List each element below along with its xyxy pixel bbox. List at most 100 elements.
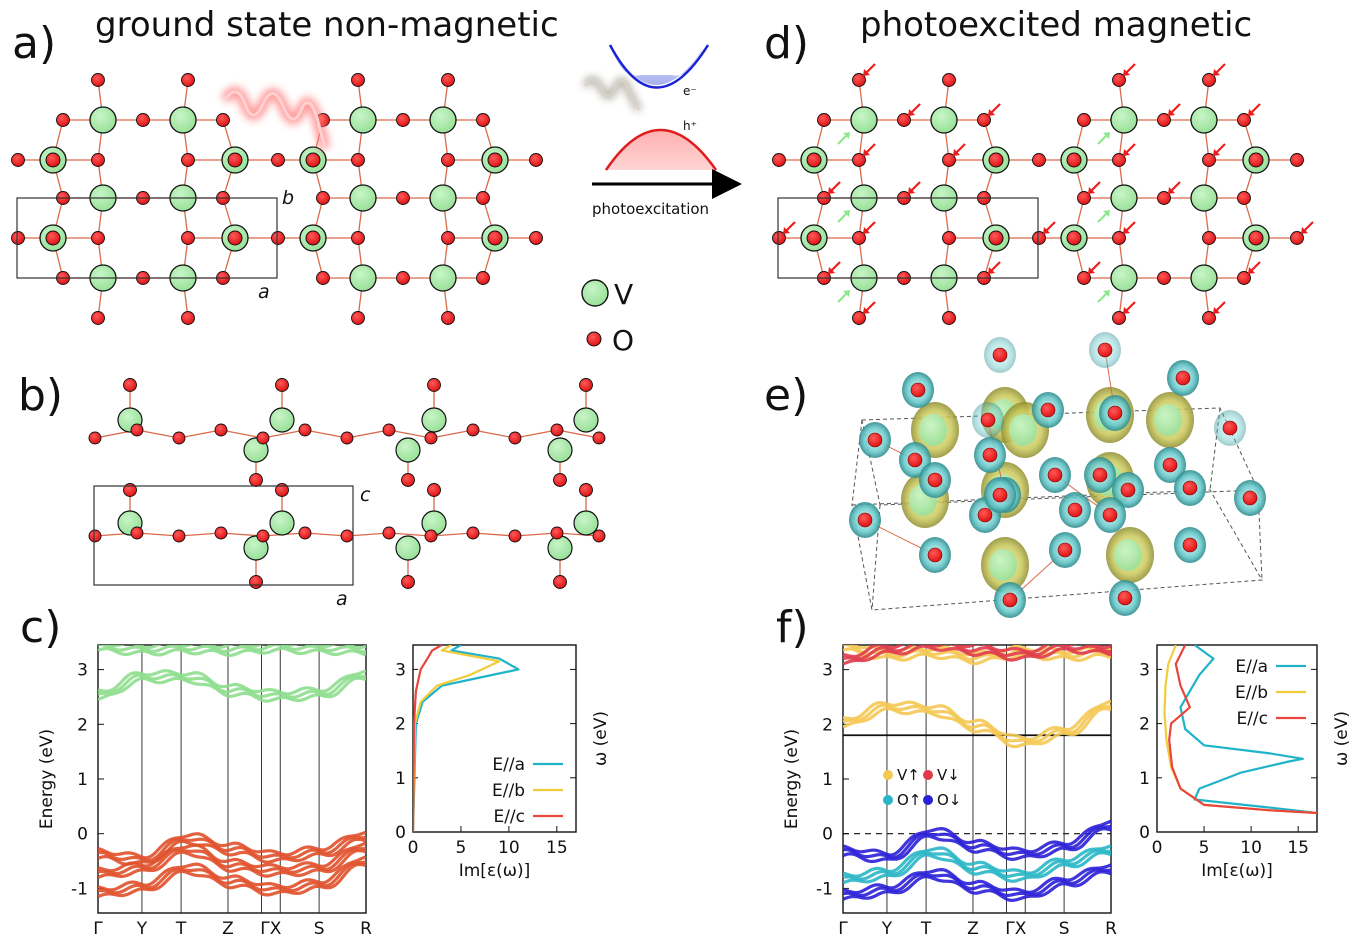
x-tick-label: 0 [1152, 838, 1163, 858]
electron-label: e⁻ [683, 84, 697, 98]
y-tick-label: 3 [1139, 660, 1150, 680]
y-tick-label: 1 [822, 770, 833, 790]
spin-legend-label: O↑ [897, 791, 921, 809]
y-tick-label: 0 [395, 823, 406, 843]
y-tick-label: 0 [1139, 823, 1150, 843]
x-tick-label: 0 [408, 838, 419, 858]
panel-f-letter: f) [776, 602, 809, 653]
band-line [98, 672, 366, 699]
k-point-label: Γ [838, 919, 848, 939]
band-line [843, 819, 1111, 857]
panel-b-lattice-c: c [360, 484, 371, 506]
panel-e-letter: e) [764, 370, 808, 421]
optics-x-axis-label: Im[ε(ω)] [459, 861, 531, 881]
k-point-label: Z [967, 919, 979, 939]
band-line [105, 645, 366, 650]
spectrum-line [413, 645, 501, 832]
band-line [98, 669, 366, 696]
spectrum-line [413, 645, 443, 832]
band-line [843, 647, 1111, 666]
spin-legend-icon [883, 795, 893, 805]
panel-c-band-structure: Γ Y T Z ΓX S R -1 0 1 2 3 Energy (eV) [37, 644, 372, 939]
band-line [98, 855, 366, 892]
optics-x-axis-label: Im[ε(ω)] [1201, 861, 1273, 881]
panel-a-title: ground state non-magnetic [95, 5, 559, 45]
band-line [843, 868, 1111, 898]
x-tick-label: 5 [1199, 838, 1210, 858]
band-line [843, 703, 1111, 744]
spin-legend-icon [923, 770, 933, 780]
spin-legend-icon [923, 795, 933, 805]
x-tick-label: 5 [456, 838, 467, 858]
panel-c-optical-spectrum: 0 5 10 15 0 1 2 3 Im[ε(ω)] ω (eV) E//a E//b E//c [395, 644, 611, 881]
k-point-label: R [360, 919, 372, 939]
panel-d-title: photoexcited magnetic [860, 5, 1252, 45]
atom-legend: V O [581, 278, 634, 357]
spin-legend-label: V↑ [897, 766, 920, 784]
k-point-label: ΓX [1005, 919, 1026, 939]
band-line [843, 844, 1111, 878]
panel-d-unit-cell [777, 197, 1039, 279]
band-line [843, 645, 1111, 659]
panel-d-lattice [772, 63, 1314, 325]
band-line [843, 849, 1111, 881]
k-point-label: Y [881, 919, 893, 939]
band-line [843, 645, 1111, 662]
y-tick-label: 1 [395, 769, 406, 789]
k-point-label: R [1105, 919, 1117, 939]
band-line [843, 645, 1111, 666]
panel-b-lattice [88, 378, 606, 589]
y-tick-label: 3 [395, 660, 406, 680]
panel-b-letter: b) [18, 370, 63, 421]
band-line [843, 870, 1111, 903]
spin-legend-icon [883, 770, 893, 780]
panel-d-letter: d) [764, 18, 809, 69]
photoexcitation-scheme: e⁻ h⁺ photoexcitation [581, 44, 742, 218]
panel-a-letter: a) [12, 18, 56, 69]
y-tick-label: 1 [1139, 769, 1150, 789]
y-tick-label: 2 [1139, 715, 1150, 735]
x-tick-label: 15 [1287, 838, 1309, 858]
energy-axis-label: Energy (eV) [37, 729, 57, 829]
y-tick-label: 0 [77, 825, 88, 845]
band-line [843, 645, 1111, 661]
y-tick-label: 0 [822, 825, 833, 845]
spectrum-legend-label: E//a [492, 755, 525, 775]
band-line [843, 851, 1111, 885]
panel-f-optical-spectrum: 0 5 10 15 0 1 2 3 Im[ε(ω)] ω (eV) E//a E//b E//c [1139, 644, 1352, 881]
photoexcitation-label: photoexcitation [592, 200, 709, 218]
y-tick-label: -1 [71, 879, 88, 899]
spectrum-legend-label: E//c [493, 807, 525, 827]
band-line [98, 676, 366, 703]
legend-o-label: O [612, 324, 634, 357]
y-tick-label: -1 [816, 879, 833, 899]
band-line [98, 862, 366, 899]
band-line [98, 848, 366, 879]
y-tick-label: 2 [77, 715, 88, 735]
x-tick-label: 10 [1240, 838, 1262, 858]
band-line [843, 706, 1111, 749]
panel-e-spin-density [849, 332, 1266, 618]
spin-legend-label: V↓ [937, 766, 960, 784]
x-tick-label: 15 [546, 838, 568, 858]
y-tick-label: 3 [77, 661, 88, 681]
k-point-label: T [920, 919, 932, 939]
band-line [98, 645, 366, 654]
panel-b-unit-cell [93, 485, 354, 586]
panel-a-unit-cell [16, 197, 278, 279]
band-line [843, 824, 1111, 859]
band-line [98, 841, 366, 873]
spectrum-line [1168, 645, 1317, 815]
hole-label: h⁺ [683, 119, 697, 133]
panel-f-band-structure: Γ Y T Z ΓX S R -1 0 1 2 3 Energy (eV) V↑ V↓ O↑ O↓ [782, 644, 1117, 939]
band-line [98, 646, 366, 658]
spin-legend-label: O↓ [937, 791, 961, 809]
k-point-label: S [314, 919, 325, 939]
y-tick-label: 2 [822, 715, 833, 735]
band-line [98, 846, 366, 876]
spectrum-legend-label: E//b [492, 781, 525, 801]
k-point-label: Y [136, 919, 148, 939]
band-line [98, 860, 366, 895]
spectrum-line [413, 645, 520, 832]
